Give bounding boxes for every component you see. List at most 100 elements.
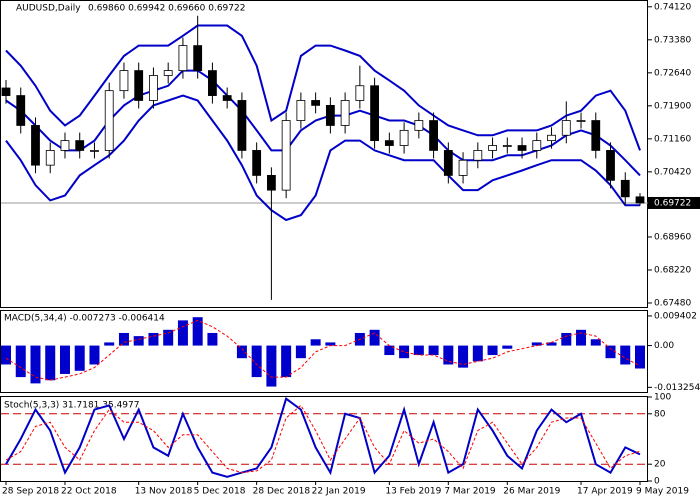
candle-body <box>266 175 276 191</box>
macd-bar <box>428 345 439 356</box>
x-tick-label: 5 Dec 2018 <box>194 487 246 497</box>
macd-title: MACD(5,34,4) -0.007273 -0.006414 <box>4 314 165 324</box>
candle-body <box>370 85 380 142</box>
last-price-label: 0.69722 <box>654 198 691 208</box>
candle-body <box>340 100 350 126</box>
candle-body <box>311 100 321 106</box>
macd-bar <box>148 332 159 346</box>
y-tick-label: 0.73380 <box>654 35 691 45</box>
y-tick-label: 0.68220 <box>654 265 691 275</box>
macd-bar <box>576 329 587 346</box>
macd-bar <box>192 317 203 346</box>
chart-title: AUDUSD,Daily <box>16 4 81 14</box>
macd-bar <box>15 345 26 378</box>
candle-body <box>16 95 26 126</box>
macd-bar <box>177 320 188 346</box>
candle-body <box>104 90 114 151</box>
candle-body <box>591 120 601 151</box>
price-panel <box>0 0 648 308</box>
macd-bar <box>251 345 262 378</box>
macd-bar <box>531 342 542 346</box>
macd-bar <box>487 345 498 356</box>
macd-bar <box>281 345 292 378</box>
candle-body <box>532 140 542 151</box>
candle-body <box>134 70 144 101</box>
candle-body <box>75 140 85 151</box>
x-tick-label: 28 Sep 2018 <box>2 487 59 497</box>
candle-body <box>355 85 365 101</box>
y-tick-label: 20 <box>654 460 666 470</box>
y-tick-label: 0.68960 <box>654 232 691 242</box>
candle-body <box>473 150 483 161</box>
candle-body <box>458 159 468 176</box>
y-tick-label: 0.71900 <box>654 101 691 111</box>
macd-bar <box>59 345 70 374</box>
candle-body <box>281 120 291 191</box>
y-tick-label: 0.67480 <box>654 298 691 308</box>
macd-bar <box>236 345 247 359</box>
candle-body <box>576 120 586 122</box>
last-price-box <box>648 196 700 209</box>
candle-body <box>547 134 556 142</box>
candle-body <box>237 100 247 151</box>
stoch-signal <box>5 404 641 474</box>
macd-bar <box>163 329 174 346</box>
macd-bar <box>458 345 469 368</box>
ohlc-info: 0.69860 0.69942 0.69660 0.69722 <box>88 4 245 14</box>
macd-bar <box>502 345 513 349</box>
candle-body <box>443 150 453 176</box>
y-tick-label: 0.72640 <box>654 68 691 78</box>
macd-bar <box>133 336 144 346</box>
macd-bar <box>295 345 306 359</box>
candle-body <box>296 100 306 121</box>
macd-bar <box>413 345 424 356</box>
candle-body <box>119 70 129 92</box>
x-tick-label: 26 Mar 2019 <box>503 487 560 497</box>
candle-body <box>502 145 512 147</box>
candle-body <box>31 125 40 166</box>
macd-bar <box>104 342 115 346</box>
candle-body <box>1 87 11 96</box>
macd-bar <box>207 332 218 346</box>
candle-body <box>635 196 645 204</box>
x-tick-label: 13 Nov 2018 <box>135 487 193 497</box>
macd-bar <box>369 329 380 346</box>
macd-panel <box>0 310 648 393</box>
candle-body <box>60 140 70 151</box>
x-tick-label: 22 Oct 2018 <box>61 487 117 497</box>
y-tick-label: 80 <box>654 409 666 419</box>
macd-bar <box>472 345 483 362</box>
x-tick-label: 28 Dec 2018 <box>253 487 311 497</box>
y-tick-label: -0.013254 <box>654 383 700 393</box>
candle-body <box>252 150 262 176</box>
macd-bar <box>384 345 395 356</box>
y-tick-label: 0.009402 <box>654 311 697 321</box>
candle-body <box>163 70 173 76</box>
candle-body <box>384 140 394 146</box>
x-tick-label: 7 Mar 2019 <box>444 487 496 497</box>
y-tick-label: 0.74120 <box>654 2 691 12</box>
macd-bar <box>310 339 321 346</box>
candle-body <box>561 120 571 136</box>
macd-bar <box>45 345 56 381</box>
macd-bar <box>266 345 277 387</box>
macd-bar <box>1 345 11 365</box>
candle-body <box>208 70 217 96</box>
macd-bar <box>546 342 557 346</box>
macd-bar <box>635 345 645 369</box>
x-tick-label: 17 Apr 2019 <box>577 487 633 497</box>
candle-body <box>488 145 497 151</box>
stoch-title: Stoch(5,3,3) 31.7181 35.4977 <box>4 401 139 411</box>
macd-bar <box>74 345 85 371</box>
candle-body <box>90 150 99 152</box>
candle-body <box>149 75 158 101</box>
macd-bar <box>399 345 410 359</box>
x-tick-label: 13 Feb 2019 <box>385 487 441 497</box>
macd-bar <box>561 332 572 346</box>
macd-bar <box>443 345 454 365</box>
candle-body <box>178 45 188 71</box>
macd-bar <box>590 339 601 346</box>
y-tick-label: 0 <box>654 477 660 487</box>
candle-body <box>222 95 232 101</box>
y-tick-label: 0.00 <box>654 341 674 351</box>
